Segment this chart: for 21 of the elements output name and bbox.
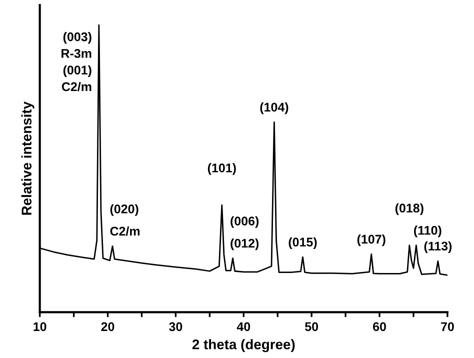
x-tick-label: 20 — [101, 322, 114, 332]
annotation: (020) — [110, 204, 138, 216]
annotation: (006) — [230, 216, 259, 228]
annotation: (012) — [230, 238, 259, 250]
annotation: (104) — [260, 102, 288, 114]
annotation: (018) — [395, 203, 424, 216]
annotation: (113) — [424, 241, 452, 254]
annotation: (015) — [288, 237, 317, 249]
annotation: C2/m — [110, 226, 140, 236]
x-tick-label: 40 — [236, 322, 250, 332]
y-axis-title: Relative intensity — [21, 102, 34, 215]
x-tick-label: 10 — [34, 322, 46, 332]
annotation: (110) — [414, 226, 442, 238]
annotation: (003) R-3m (001) C2/m — [62, 32, 92, 92]
annotation: (107) — [357, 234, 386, 246]
x-tick-label: 30 — [169, 322, 182, 332]
x-tick-label: 70 — [441, 322, 454, 332]
x-tick-label: 50 — [305, 322, 318, 332]
x-tick-label: 60 — [373, 322, 386, 332]
x-axis-title: 2 theta (degree) — [192, 339, 295, 352]
annotation: (101) — [208, 163, 236, 175]
